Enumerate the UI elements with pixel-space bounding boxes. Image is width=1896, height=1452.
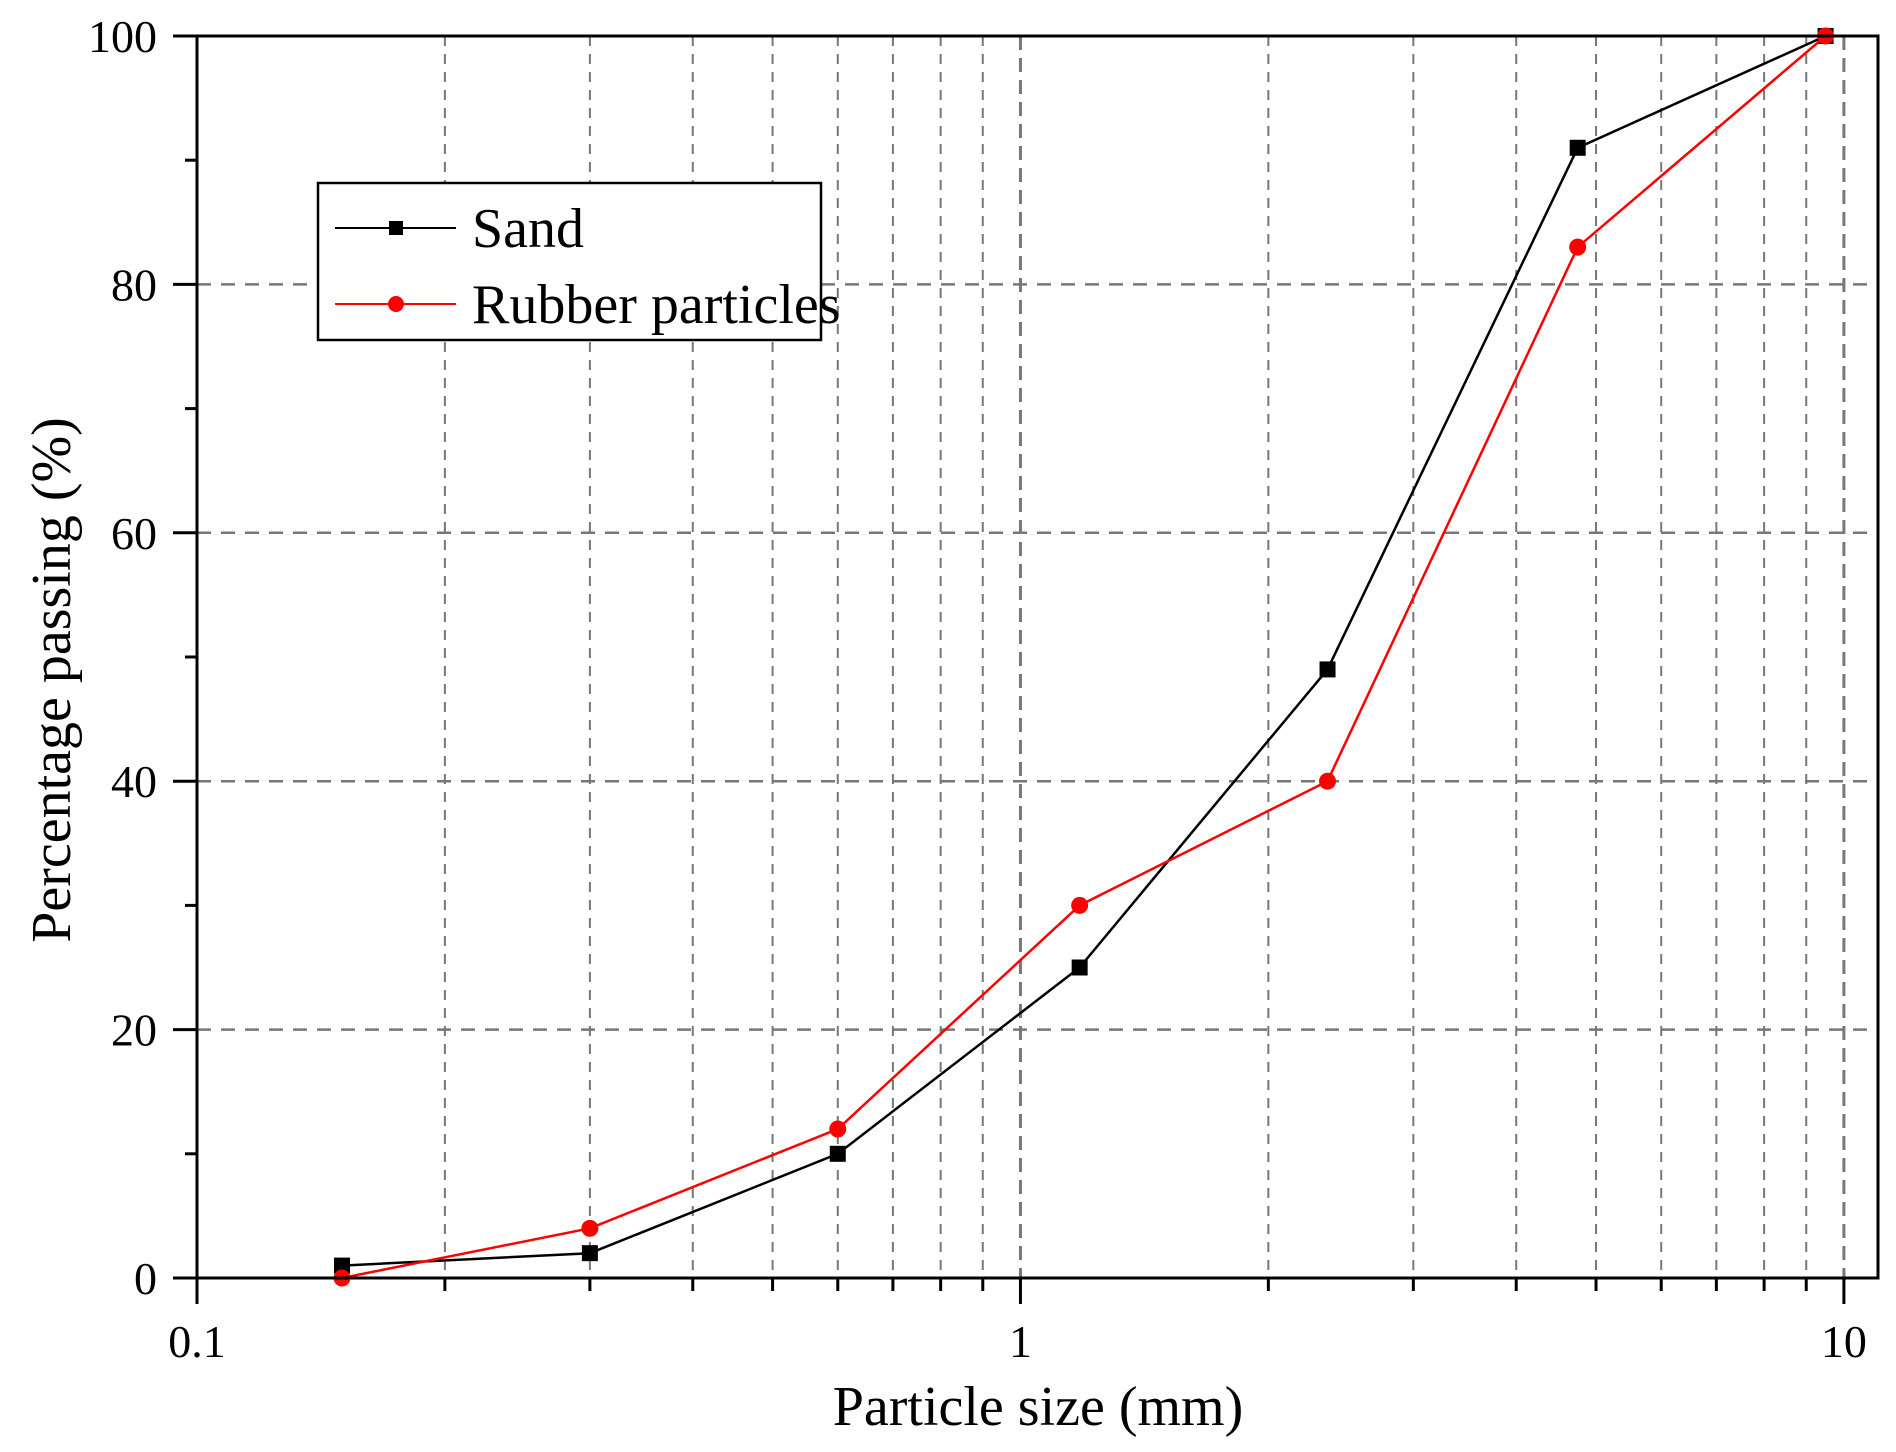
square-marker-icon <box>829 1145 846 1162</box>
circle-marker-icon <box>581 1219 599 1237</box>
legend-box <box>316 181 823 342</box>
square-marker-icon <box>1319 661 1336 678</box>
square-marker-icon <box>389 221 403 235</box>
x-axis-title: Particle size (mm) <box>833 1376 1244 1438</box>
square-marker-icon <box>334 1257 351 1274</box>
axis-ticks <box>173 34 1846 1304</box>
series-sand <box>334 28 1834 1274</box>
square-marker-icon <box>581 1245 598 1262</box>
legend-label-rubber: Rubber particles <box>472 274 841 336</box>
y-tick-label: 40 <box>111 756 157 807</box>
y-tick-label: 100 <box>88 11 157 62</box>
legend-item-sand: Sand <box>335 198 584 260</box>
y-tick-label: 60 <box>111 508 157 559</box>
series-layer <box>333 27 1835 1287</box>
series-rubber-particles <box>333 27 1835 1287</box>
circle-marker-icon <box>829 1120 847 1138</box>
legend-label-sand: Sand <box>472 198 584 260</box>
y-axis-title: Percentage passing (%) <box>21 417 83 943</box>
square-marker-icon <box>1569 139 1586 156</box>
circle-marker-icon <box>1319 772 1337 790</box>
legend-item-rubber: Rubber particles <box>335 274 841 336</box>
x-tick-label: 10 <box>1821 1316 1867 1367</box>
legend: Sand Rubber particles <box>316 181 841 342</box>
x-tick-label: 0.1 <box>168 1316 226 1367</box>
square-marker-icon <box>1071 959 1088 976</box>
circle-marker-icon <box>388 296 404 312</box>
y-tick-label: 20 <box>111 1005 157 1056</box>
y-tick-label: 80 <box>111 259 157 310</box>
circle-marker-icon <box>1569 238 1587 256</box>
circle-marker-icon <box>1071 896 1089 914</box>
x-tick-label: 1 <box>1009 1316 1032 1367</box>
y-tick-label: 0 <box>134 1253 157 1304</box>
